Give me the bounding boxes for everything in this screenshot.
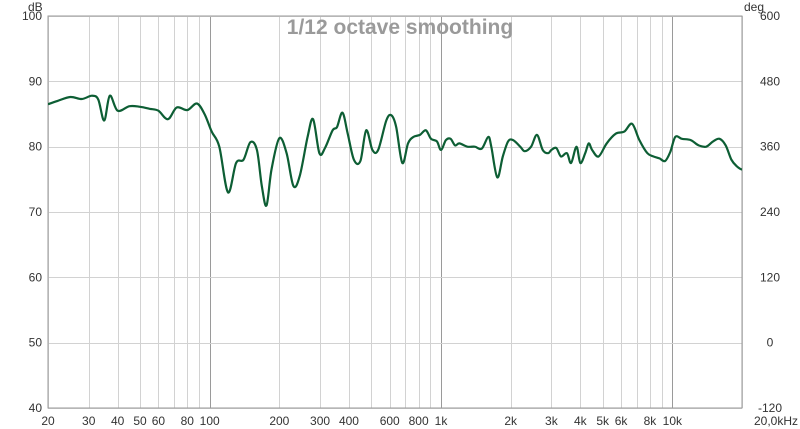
x-tick-label: 6k <box>615 414 629 428</box>
x-tick-label: 300 <box>310 414 330 428</box>
y-tick-label-left: 60 <box>29 270 43 284</box>
x-tick-label: 100 <box>200 414 220 428</box>
x-tick-label: 2k <box>504 414 518 428</box>
x-tick-label: 3k <box>545 414 559 428</box>
y-tick-label-left: 50 <box>29 336 43 350</box>
x-tick-label: 40 <box>111 414 125 428</box>
x-tick-label: 1k <box>435 414 449 428</box>
y-tick-label-right: 0 <box>767 336 774 350</box>
x-tick-label: 60 <box>152 414 166 428</box>
y-axis-label-left: dB <box>28 0 43 14</box>
y-tick-label-right: 480 <box>760 74 780 88</box>
chart-title: 1/12 octave smoothing <box>287 16 513 39</box>
x-tick-label: 10k <box>663 414 683 428</box>
x-tick-label: 4k <box>574 414 588 428</box>
x-tick-label: 30 <box>82 414 96 428</box>
x-tick-label: 50 <box>133 414 147 428</box>
y-tick-label-left: 90 <box>29 74 43 88</box>
y-tick-label-left: 80 <box>29 140 43 154</box>
x-tick-label: 400 <box>339 414 359 428</box>
x-tick-label: 20 <box>41 414 55 428</box>
y-tick-label-right: 600 <box>760 9 780 23</box>
y-axis-label-right: deg <box>744 0 764 14</box>
y-tick-label-left: 70 <box>29 205 43 219</box>
y-tick-label-left: 40 <box>29 401 43 415</box>
x-tick-label: 200 <box>269 414 289 428</box>
plot-frame <box>47 15 743 409</box>
frequency-response-line <box>48 94 742 207</box>
y-tick-label-right: 240 <box>760 205 780 219</box>
y-axis-right-ticks: -120 0 120 240 360 480 600 <box>758 9 782 415</box>
x-tick-label: 20,0kHz <box>754 414 798 428</box>
x-axis-ticks: 20 30 40 50 60 80 100 200 300 400 600 800 1k 2k 3k 4k 5k… <box>41 414 798 428</box>
y-tick-label-left: 100 <box>22 9 42 23</box>
x-tick-label: 8k <box>644 414 658 428</box>
y-tick-label-right: -120 <box>758 401 782 415</box>
y-tick-label-right: 360 <box>760 140 780 154</box>
series-layer <box>48 94 742 207</box>
y-tick-label-right: 120 <box>760 270 780 284</box>
x-tick-label: 800 <box>409 414 429 428</box>
x-tick-label: 5k <box>596 414 610 428</box>
y-axis-left-ticks: 40 50 60 70 80 90 100 <box>22 9 42 415</box>
x-tick-label: 80 <box>181 414 195 428</box>
x-tick-label: 600 <box>380 414 400 428</box>
